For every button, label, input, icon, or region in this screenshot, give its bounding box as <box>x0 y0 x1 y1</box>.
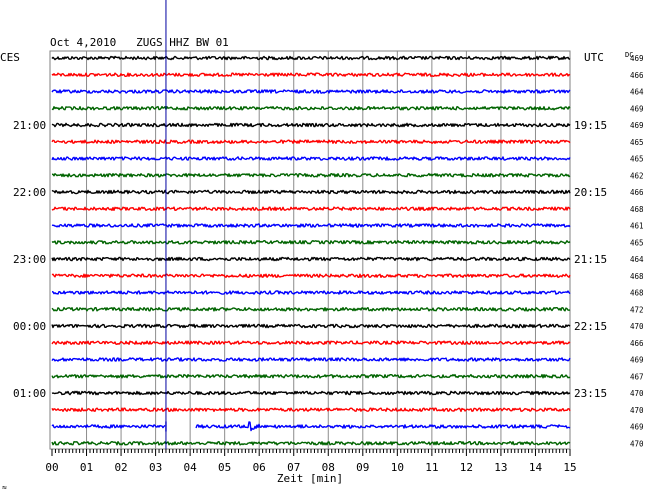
dc-offset-label: 468 <box>630 289 644 298</box>
dc-offset-label: 472 <box>630 305 644 314</box>
x-tick-label: 03 <box>149 461 162 474</box>
local-hour-label: 21:00 <box>13 119 46 132</box>
x-tick-label: 04 <box>184 461 198 474</box>
local-hour-label: 00:00 <box>13 320 46 333</box>
dc-offset-label: 469 <box>630 423 644 432</box>
dc-offset-label: 466 <box>630 71 644 80</box>
trace-line <box>51 290 571 295</box>
trace-line <box>51 421 571 432</box>
trace-line <box>51 407 571 413</box>
local-hour-label: 23:00 <box>13 253 46 266</box>
utc-hour-label: 22:15 <box>574 320 607 333</box>
x-tick-label: 11 <box>425 461 438 474</box>
trace-line <box>51 156 571 161</box>
utc-hour-label: 21:15 <box>574 253 607 266</box>
x-tick-label: 02 <box>114 461 127 474</box>
traces <box>51 0 571 449</box>
x-tick-label: 08 <box>322 461 335 474</box>
utc-hour-label: 19:15 <box>574 119 607 132</box>
x-tick-label: 09 <box>356 461 369 474</box>
trace-line <box>51 357 571 362</box>
x-tick-label: 14 <box>529 461 543 474</box>
grid-lines <box>49 50 571 450</box>
x-tick-label: 15 <box>563 461 576 474</box>
trace-line <box>51 306 571 312</box>
x-axis: 00 01 02 03 04 05 06 07 08 09 10 11 12 13 14 15 <box>45 449 577 474</box>
trace-line <box>51 373 571 379</box>
dc-offset-label: 462 <box>630 171 644 180</box>
x-tick-label: 00 <box>45 461 58 474</box>
trace-line <box>51 189 571 195</box>
dc-offset-label: 470 <box>630 439 644 448</box>
dc-offset-label: 470 <box>630 322 644 331</box>
dc-offset-label: 470 <box>630 389 644 398</box>
dc-offset-label: 469 <box>630 356 644 365</box>
x-tick-label: 01 <box>80 461 93 474</box>
dc-offset-label: 464 <box>630 88 644 97</box>
x-axis-label: Zeit [min] <box>277 472 343 485</box>
dc-label: DC <box>625 51 633 59</box>
right-axis-label: UTC <box>584 51 604 64</box>
x-tick-label: 12 <box>460 461 473 474</box>
trace-line <box>51 89 571 94</box>
trace-line <box>51 273 571 279</box>
trace-line <box>51 72 571 78</box>
x-tick-label: 13 <box>494 461 507 474</box>
local-hour-label: 01:00 <box>13 387 46 400</box>
footer-mark: ≈ <box>2 483 7 492</box>
trace-line <box>51 122 571 128</box>
x-tick-label: 05 <box>218 461 231 474</box>
dc-offset-label: 469 <box>630 104 644 113</box>
trace-line <box>51 323 571 329</box>
local-hour-label: 22:00 <box>13 186 46 199</box>
dc-offset-label: 466 <box>630 188 644 197</box>
plot-frame <box>49 50 571 450</box>
dc-offset-label: 469 <box>630 54 644 63</box>
hour-labels: 21:00 22:00 23:00 00:00 01:00 19:15 20:15 21:15… <box>13 54 644 448</box>
dc-offset-label: 465 <box>630 238 644 247</box>
utc-hour-label: 20:15 <box>574 186 607 199</box>
dc-offset-label: 466 <box>630 339 644 348</box>
trace-line <box>51 172 571 178</box>
trace-line <box>51 340 571 346</box>
dc-offset-label: 461 <box>630 222 644 231</box>
dc-offset-label: 465 <box>630 138 644 147</box>
dc-offset-label: 467 <box>630 372 644 381</box>
trace-line <box>51 256 571 262</box>
chart-title: Oct 4,2010 ZUGS HHZ BW 01 <box>50 36 229 49</box>
trace-line <box>51 105 571 111</box>
trace-line <box>51 440 571 446</box>
trace-line <box>51 206 571 212</box>
x-tick-label: 06 <box>253 461 266 474</box>
utc-hour-label: 23:15 <box>574 387 607 400</box>
dc-offset-label: 465 <box>630 155 644 164</box>
trace-line <box>51 139 571 145</box>
x-tick-label: 07 <box>287 461 300 474</box>
trace-line <box>51 390 571 396</box>
dc-offset-label: 470 <box>630 406 644 415</box>
dc-offset-label: 468 <box>630 205 644 214</box>
dc-offset-label: 468 <box>630 272 644 281</box>
trace-line <box>51 239 571 245</box>
dc-offset-label: 464 <box>630 255 644 264</box>
x-tick-label: 10 <box>391 461 404 474</box>
dc-offset-label: 469 <box>630 121 644 130</box>
trace-line <box>51 55 571 61</box>
left-axis-label: CES <box>0 51 20 64</box>
trace-line <box>51 223 571 228</box>
